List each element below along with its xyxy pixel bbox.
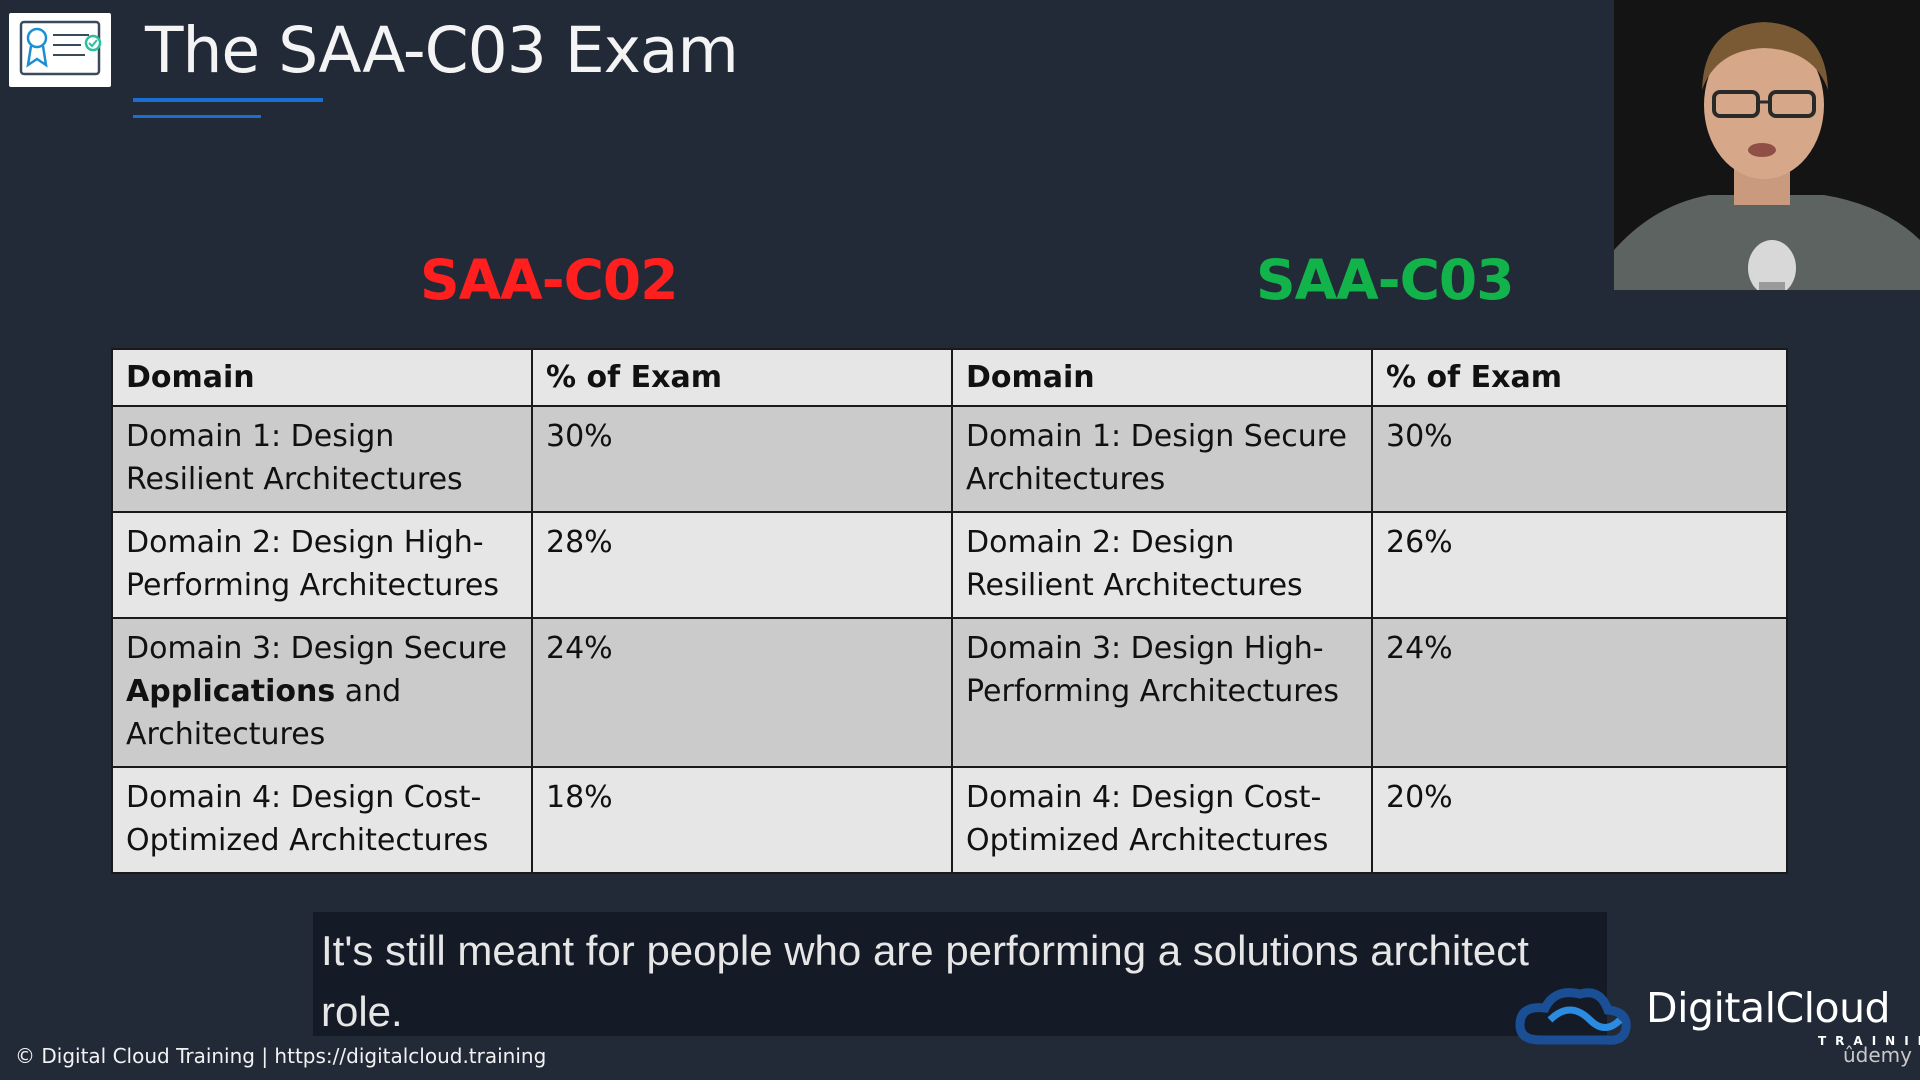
c03-percent-cell: 30% xyxy=(1371,405,1788,513)
title-underline xyxy=(133,98,323,102)
table-row: Domain 4: Design Cost-Optimized Architec… xyxy=(111,766,1788,874)
udemy-watermark: ûdemy xyxy=(1843,1043,1912,1067)
c03-domain-cell: Domain 4: Design Cost-Optimized Architec… xyxy=(951,766,1373,874)
c03-domain-cell: Domain 1: Design Secure Architectures xyxy=(951,405,1373,513)
c02-percent-cell: 18% xyxy=(531,766,953,874)
c03-percent-cell: 24% xyxy=(1371,617,1788,768)
table-row: Domain 3: Design Secure Applications and… xyxy=(111,617,1788,768)
table-row: Domain 2: Design High-Performing Archite… xyxy=(111,511,1788,619)
header-c03-percent: % of Exam xyxy=(1371,348,1788,407)
c02-domain-cell: Domain 4: Design Cost-Optimized Architec… xyxy=(111,766,533,874)
c02-domain-cell: Domain 2: Design High-Performing Archite… xyxy=(111,511,533,619)
c02-domain-cell: Domain 3: Design Secure Applications and… xyxy=(111,617,533,768)
c02-percent-cell: 24% xyxy=(531,617,953,768)
header-c03-domain: Domain xyxy=(951,348,1373,407)
footer-copyright: © Digital Cloud Training | https://digit… xyxy=(15,1044,547,1068)
c02-percent-cell: 28% xyxy=(531,511,953,619)
heading-saa-c02: SAA-C02 xyxy=(420,248,678,312)
table-header-row: Domain % of Exam Domain % of Exam xyxy=(111,348,1788,407)
slide-title: The SAA-C03 Exam xyxy=(145,14,739,87)
c02-domain-text-a: Domain 3: Design Secure xyxy=(126,631,507,666)
brand-name: DigitalCloud xyxy=(1646,984,1891,1032)
c02-percent-cell: 30% xyxy=(531,405,953,513)
c03-percent-cell: 26% xyxy=(1371,511,1788,619)
c03-domain-cell: Domain 3: Design High-Performing Archite… xyxy=(951,617,1373,768)
presenter-webcam xyxy=(1614,0,1920,290)
c03-percent-cell: 20% xyxy=(1371,766,1788,874)
brand-logo: DigitalCloud TRAINING xyxy=(1510,980,1920,1060)
c02-domain-cell: Domain 1: Design Resilient Architectures xyxy=(111,405,533,513)
c02-domain-text-bold: Applications xyxy=(126,674,336,709)
title-underline-secondary xyxy=(133,115,261,118)
header-c02-percent: % of Exam xyxy=(531,348,953,407)
table-row: Domain 1: Design Resilient Architectures… xyxy=(111,405,1788,513)
domain-comparison-table: Domain % of Exam Domain % of Exam Domain… xyxy=(111,348,1788,874)
heading-saa-c03: SAA-C03 xyxy=(1256,248,1514,312)
header-c02-domain: Domain xyxy=(111,348,533,407)
c03-domain-cell: Domain 2: Design Resilient Architectures xyxy=(951,511,1373,619)
brand-subtitle: TRAINING xyxy=(1818,1034,1920,1048)
certificate-icon xyxy=(9,13,111,87)
video-caption: It's still meant for people who are perf… xyxy=(313,912,1607,1036)
digitalcloud-logo-icon xyxy=(1515,988,1631,1045)
c02-domain-text-b: and Architectures xyxy=(126,674,402,752)
